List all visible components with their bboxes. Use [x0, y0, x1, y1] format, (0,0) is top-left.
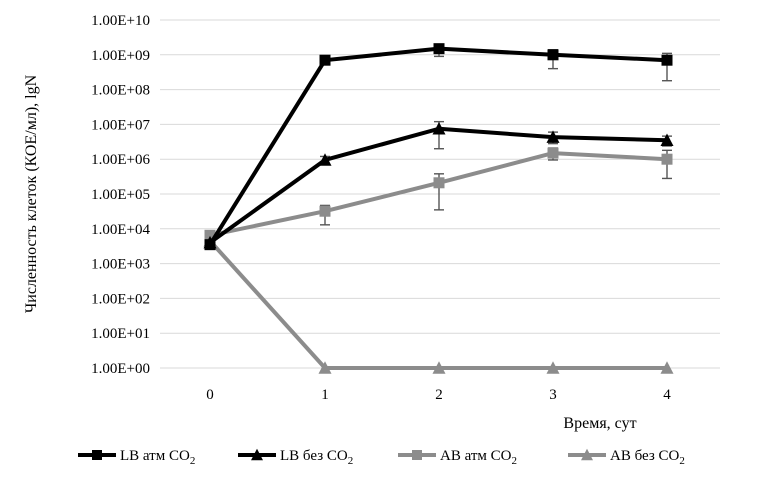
data-point-square: [204, 239, 216, 251]
y-tick-label: 1.00E+07: [91, 117, 150, 133]
y-tick-label: 1.00E+01: [91, 326, 150, 342]
y-tick-label: 1.00E+09: [91, 48, 150, 64]
y-tick-label: 1.00E+06: [91, 152, 150, 168]
y-tick-label: 1.00E+02: [91, 291, 150, 307]
series-2: [204, 147, 673, 241]
data-point-square: [319, 54, 331, 66]
y-tick-label: 1.00E+03: [91, 257, 150, 273]
data-point-triangle: [318, 153, 332, 166]
data-point-triangle: [251, 448, 263, 461]
legend-label: АВ атм CO2: [440, 448, 517, 467]
data-point-triangle: [318, 361, 332, 374]
y-tick-label: 1.00E+08: [91, 83, 150, 99]
x-tick-label: 0: [206, 387, 214, 403]
data-point-square: [433, 43, 445, 55]
series-0: [204, 43, 673, 251]
y-tick-label: 1.00E+10: [91, 13, 150, 29]
legend: LB атм CO2 LB без CO2 АВ атм CO2 АВ без CO2: [78, 448, 685, 467]
data-point-square: [661, 153, 673, 165]
data-point-triangle: [660, 361, 674, 374]
x-tick-label: 4: [663, 387, 671, 403]
data-point-triangle: [432, 361, 446, 374]
series-line: [208, 239, 667, 370]
grid-lines: [160, 19, 720, 369]
data-point-triangle: [546, 130, 560, 143]
legend-item: АВ атм CO2: [398, 448, 517, 467]
x-tick-label: 3: [549, 387, 557, 403]
data-point-square: [412, 450, 422, 460]
data-point-triangle: [432, 121, 446, 135]
data-point-triangle: [546, 361, 560, 374]
data-point-square: [92, 450, 102, 460]
legend-item: LB атм CO2: [78, 448, 195, 467]
data-point-square: [433, 177, 445, 189]
y-axis-label: Численность клеток (КОЕ/мл), lgN: [23, 74, 40, 313]
series-3: [203, 234, 674, 374]
y-tick-label: 1.00E+04: [91, 222, 150, 238]
series-layer: [203, 43, 674, 374]
data-point-triangle: [581, 448, 593, 461]
y-tick-label: 1.00E+05: [91, 187, 150, 203]
legend-item: LB без CO2: [238, 448, 353, 467]
x-axis-label: Время, сут: [563, 415, 636, 432]
legend-label: LB без CO2: [280, 448, 353, 467]
data-point-square: [547, 147, 559, 159]
x-tick-label: 1: [321, 387, 329, 403]
x-tick-label: 2: [435, 387, 443, 403]
data-point-square: [661, 54, 673, 66]
y-axis-tick-labels: 1.00E+00 1.00E+01 1.00E+02 1.00E+03 1.00E+04…: [91, 13, 150, 377]
legend-label: АВ без CO2: [610, 448, 685, 467]
data-point-triangle: [660, 133, 674, 147]
data-point-square: [547, 49, 559, 61]
legend-label: LB атм CO2: [120, 448, 195, 467]
y-tick-label: 1.00E+00: [91, 361, 150, 377]
data-point-square: [204, 229, 216, 241]
legend-item: АВ без CO2: [568, 448, 685, 467]
x-axis-tick-labels: 0 1 2 3 4: [206, 387, 671, 403]
data-point-square: [319, 205, 331, 217]
